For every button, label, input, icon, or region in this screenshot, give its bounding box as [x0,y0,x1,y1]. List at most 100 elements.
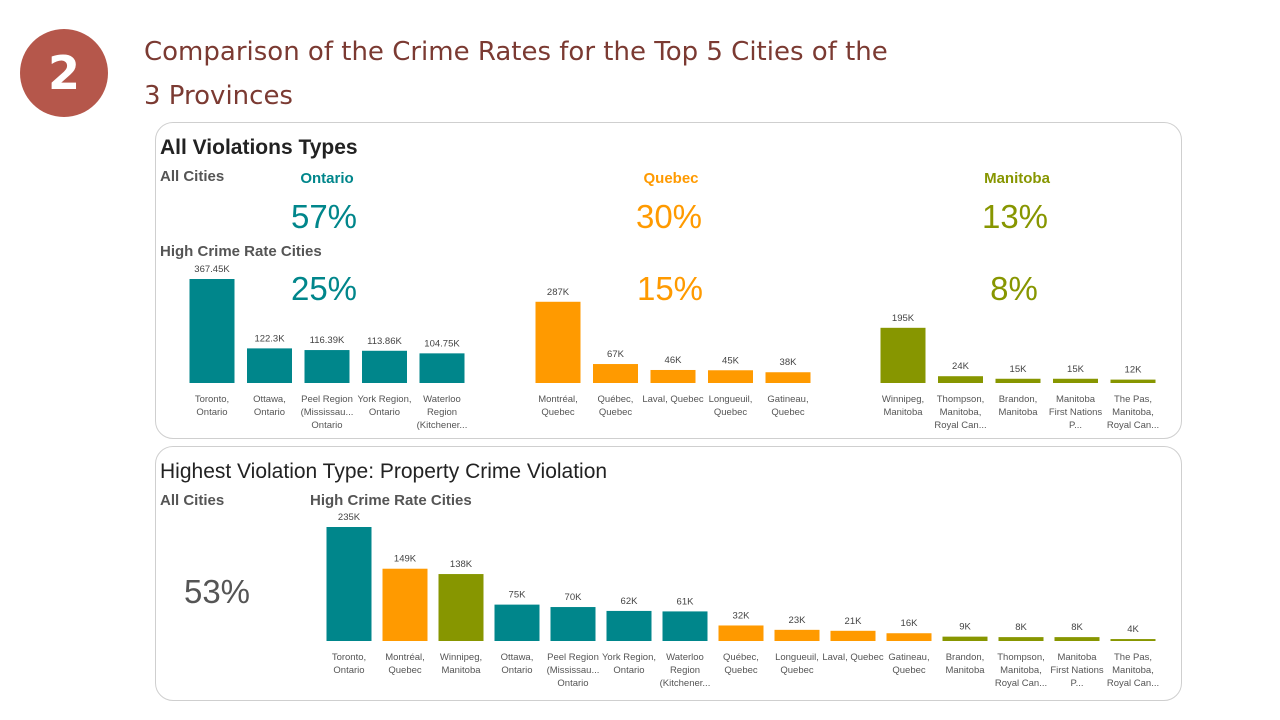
category-label-3-10: Gatineau, Quebec [888,652,929,676]
data-label-3-14: 4K [1127,624,1139,635]
data-label-1-0: 287K [547,287,570,298]
panel1-high-label: High Crime Rate Cities [160,243,322,260]
high-pct-ontario: 25% [291,270,357,307]
category-label-0-3: York Region, Ontario [357,394,411,418]
panel2-high-label: High Crime Rate Cities [310,492,472,509]
all-pct-ontario: 57% [291,198,357,235]
bar-3-11 [942,636,988,641]
bar-2-1 [938,376,983,383]
data-label-3-5: 62K [621,596,639,607]
data-label-1-1: 67K [607,349,625,360]
data-label-3-2: 138K [450,559,473,570]
data-label-3-0: 235K [338,512,361,523]
data-label-3-9: 21K [845,616,863,627]
category-label-1-2: Laval, Quebec [642,394,704,405]
category-label-0-2: Peel Region (Mississau... Ontario [301,394,354,431]
category-label-1-1: Québec, Quebec [598,394,634,418]
bar-1-4 [765,372,811,383]
category-label-3-3: Ottawa, Ontario [501,652,534,676]
data-label-3-4: 70K [565,592,583,603]
data-label-1-3: 45K [722,355,740,366]
category-label-3-5: York Region, Ontario [602,652,656,676]
panel2-all-cities-label: All Cities [160,492,224,509]
bar-3-3 [494,604,540,641]
category-label-0-1: Ottawa, Ontario [253,394,286,418]
bar-3-1 [382,568,428,641]
data-label-2-1: 24K [952,361,970,372]
data-label-3-11: 9K [959,622,971,633]
bar-3-9 [830,630,876,641]
panel1-heading: All Violations Types [160,136,358,159]
bar-3-10 [886,633,932,641]
bar-3-12 [998,637,1044,641]
data-label-2-3: 15K [1067,364,1085,375]
data-label-0-1: 122.3K [254,333,285,344]
category-label-2-1: Thompson, Manitoba, Royal Can... [934,394,986,431]
data-label-3-6: 61K [677,596,695,607]
category-label-2-2: Brandon, Manitoba [998,394,1038,418]
category-label-3-12: Thompson, Manitoba, Royal Can... [995,652,1047,689]
category-label-1-0: Montréal, Quebec [538,394,578,418]
category-label-3-2: Winnipeg, Manitoba [440,652,482,676]
bar-0-2 [304,350,350,383]
slide-title: Comparison of the Crime Rates for the To… [144,37,888,111]
bar-2-0 [880,327,926,383]
data-label-0-3: 113.86K [367,336,402,347]
province-name-ontario: Ontario [300,170,353,187]
province-name-quebec: Quebec [643,170,698,187]
category-label-0-0: Toronto, Ontario [195,394,229,418]
bar-3-7 [718,625,764,641]
category-label-3-1: Montréal, Quebec [385,652,425,676]
high-pct-manitoba: 8% [990,270,1038,307]
bar-0-3 [362,350,407,383]
all-violations-panel [155,122,1182,439]
bar-1-1 [593,364,638,383]
data-label-2-2: 15K [1010,364,1028,375]
all-pct-manitoba: 13% [982,198,1048,235]
category-label-3-6: Waterloo Region (Kitchener... [660,652,711,689]
bar-0-4 [419,353,465,383]
data-label-1-2: 46K [665,355,683,366]
category-label-3-0: Toronto, Ontario [332,652,366,676]
category-label-3-8: Longueuil, Quebec [775,652,819,676]
bar-0-0 [189,279,235,383]
data-label-2-0: 195K [892,313,915,324]
category-label-3-9: Laval, Quebec [822,652,884,663]
panel2-all-pct: 53% [184,573,250,610]
data-label-3-8: 23K [789,615,807,626]
category-label-3-4: Peel Region (Mississau... Ontario [547,652,600,689]
all-pct-quebec: 30% [636,198,702,235]
bar-2-2 [995,378,1041,383]
category-label-2-4: The Pas, Manitoba, Royal Can... [1107,394,1159,431]
data-label-0-2: 116.39K [310,335,345,346]
bar-3-0 [326,527,372,641]
bar-3-13 [1054,637,1100,641]
high-pct-quebec: 15% [637,270,703,307]
bar-0-1 [247,348,292,383]
category-label-1-3: Longueuil, Quebec [709,394,753,418]
data-label-0-4: 104.75K [424,338,460,349]
category-label-3-11: Brandon, Manitoba [945,652,985,676]
data-label-2-4: 12K [1125,365,1143,376]
data-label-3-12: 8K [1015,622,1027,633]
bar-3-14 [1110,639,1156,641]
category-label-3-13: Manitoba First Nations P... [1050,652,1104,689]
bar-3-8 [774,629,820,641]
bar-2-4 [1110,379,1156,383]
bar-1-3 [708,370,753,383]
category-label-0-4: Waterloo Region (Kitchener... [417,394,468,431]
category-label-3-7: Québec, Quebec [723,652,759,676]
bar-3-2 [438,574,484,641]
data-label-3-7: 32K [733,610,751,621]
category-label-1-4: Gatineau, Quebec [767,394,808,418]
bar-2-3 [1053,378,1098,383]
panel2-heading: Highest Violation Type: Property Crime V… [160,460,607,483]
province-name-manitoba: Manitoba [984,170,1050,187]
category-label-3-14: The Pas, Manitoba, Royal Can... [1107,652,1159,689]
property-crime-panel [155,446,1182,701]
category-label-2-3: Manitoba First Nations P... [1049,394,1103,431]
bar-3-5 [606,610,652,641]
data-label-3-1: 149K [394,554,417,565]
data-label-3-10: 16K [901,618,919,629]
